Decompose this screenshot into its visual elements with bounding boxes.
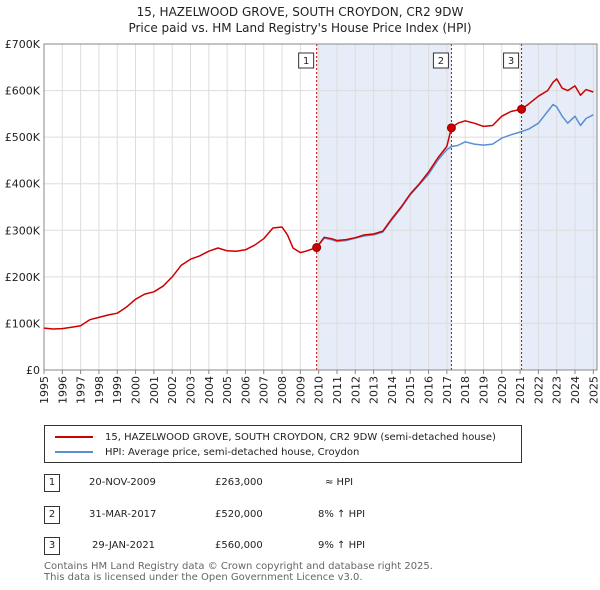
- legend-swatch-property: [55, 436, 93, 438]
- y-tick-label: £0: [26, 364, 40, 377]
- x-tick-label: 2001: [148, 376, 161, 404]
- sale-1-label-text: 1: [303, 56, 309, 67]
- row-number-badge: 2: [44, 506, 60, 524]
- legend-label-hpi: HPI: Average price, semi-detached house,…: [105, 446, 360, 458]
- x-tick-label: 2016: [423, 376, 436, 404]
- x-tick-label: 2007: [258, 376, 271, 404]
- sale-3-label-box: [503, 52, 520, 69]
- y-tick-label: £100K: [5, 317, 41, 330]
- price-chart: £0 £100K £200K £300K £400K £500K £600K £700K 199…: [5, 38, 600, 404]
- y-tick-label: £700K: [5, 38, 41, 51]
- x-tick-label: 2013: [368, 376, 381, 404]
- hpi-line: [316, 103, 594, 248]
- legend-label-property: 15, HAZELWOOD GROVE, SOUTH CROYDON, CR2 …: [105, 431, 496, 443]
- x-tick-label: 2023: [551, 376, 564, 404]
- y-tick-label: £600K: [5, 85, 41, 98]
- sale-3-point: [517, 104, 527, 114]
- y-tick-label: £400K: [5, 178, 41, 191]
- sale-1-label-box: [298, 52, 315, 69]
- row-price: £560,000: [215, 540, 263, 551]
- x-tick-label: 1999: [111, 376, 124, 404]
- x-tick-label: 2004: [203, 376, 216, 404]
- x-tick-label: 1998: [93, 376, 106, 404]
- x-tick-label: 2012: [349, 376, 362, 404]
- x-tick-label: 2000: [130, 376, 143, 404]
- x-tick-label: 1996: [56, 376, 69, 404]
- chart-subtitle: Price paid vs. HM Land Registry's House …: [128, 21, 472, 35]
- footer-licence: This data is licensed under the Open Gov…: [44, 572, 363, 583]
- x-tick-label: 2002: [166, 376, 179, 404]
- sale-2-label-box: [432, 52, 449, 69]
- x-tick-label: 2005: [221, 376, 234, 404]
- plot-border: [43, 43, 598, 371]
- x-tick-label: 2003: [184, 376, 197, 404]
- sale-3-label-text: 3: [508, 56, 514, 67]
- x-tick-label: 2021: [514, 376, 527, 404]
- shaded-period: [521, 44, 597, 370]
- x-tick-label: 2015: [404, 376, 417, 404]
- sale-2-point: [446, 123, 456, 133]
- row-date: 20-NOV-2009: [89, 477, 156, 488]
- x-tick-label: 2010: [313, 376, 326, 404]
- row-number-badge: 3: [44, 537, 60, 555]
- x-tick-label: 2022: [532, 376, 545, 404]
- x-tick-label: 2011: [331, 376, 344, 404]
- x-tick-label: 2020: [496, 376, 509, 404]
- sale-1-point: [312, 243, 322, 253]
- y-tick-label: £200K: [5, 271, 41, 284]
- row-date: 29-JAN-2021: [92, 540, 156, 551]
- x-tick-label: 2019: [477, 376, 490, 404]
- legend-item-hpi: HPI: Average price, semi-detached house,…: [55, 445, 359, 459]
- legend-swatch-hpi: [55, 451, 93, 453]
- chart-title: 15, HAZELWOOD GROVE, SOUTH CROYDON, CR2 …: [136, 5, 464, 19]
- x-tick-label: 1995: [38, 376, 51, 404]
- x-tick-label: 2018: [459, 376, 472, 404]
- row-number-badge: 1: [44, 474, 60, 492]
- y-tick-label: £500K: [5, 131, 41, 144]
- sale-2-label-text: 2: [438, 56, 444, 67]
- row-price: £520,000: [215, 509, 263, 520]
- row-price: £263,000: [215, 477, 263, 488]
- x-tick-label: 2009: [294, 376, 307, 404]
- x-tick-label: 2017: [441, 376, 454, 404]
- x-tick-label: 2014: [386, 376, 399, 404]
- x-tick-label: 2008: [276, 376, 289, 404]
- y-tick-label: £300K: [5, 224, 41, 237]
- legend-item-property: 15, HAZELWOOD GROVE, SOUTH CROYDON, CR2 …: [55, 430, 496, 444]
- legend: 15, HAZELWOOD GROVE, SOUTH CROYDON, CR2 …: [44, 425, 522, 463]
- row-date: 31-MAR-2017: [89, 509, 157, 520]
- x-tick-label: 1997: [75, 376, 88, 404]
- footer-copyright: Contains HM Land Registry data © Crown c…: [44, 561, 433, 572]
- x-tick-label: 2024: [569, 376, 582, 404]
- row-hpi-comparison: 9% ↑ HPI: [318, 540, 366, 551]
- x-tick-label: 2006: [239, 376, 252, 404]
- row-hpi-comparison: ≈ HPI: [325, 477, 354, 488]
- row-hpi-comparison: 8% ↑ HPI: [318, 509, 366, 520]
- x-tick-label: 2025: [587, 376, 600, 404]
